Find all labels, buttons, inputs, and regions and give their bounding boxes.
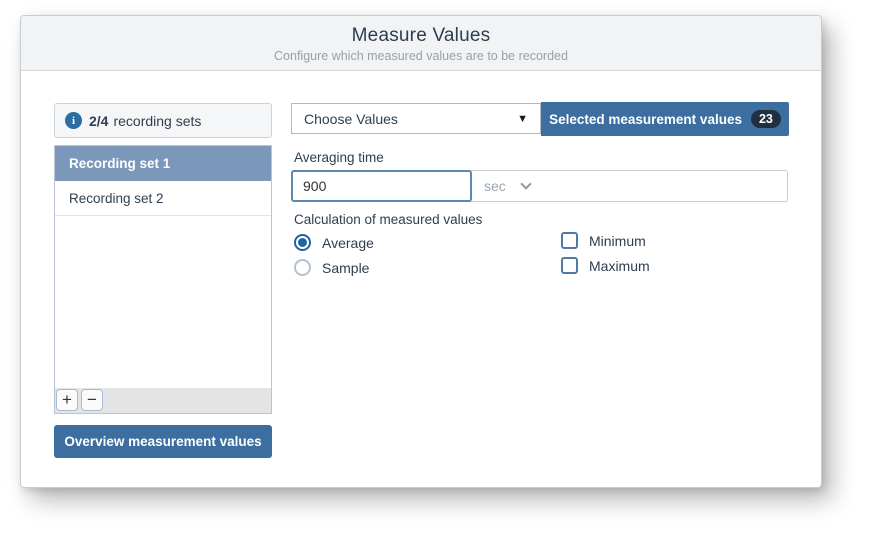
recording-sets-label: recording sets <box>113 112 202 129</box>
checkbox-minimum-label: Minimum <box>589 232 646 249</box>
list-item-recording-set-2[interactable]: Recording set 2 <box>55 181 271 216</box>
checkbox-icon <box>561 232 578 249</box>
add-recording-set-button[interactable]: + <box>56 389 78 411</box>
dialog-header: Measure Values Configure which measured … <box>21 16 821 71</box>
checkbox-maximum[interactable]: Maximum <box>561 257 650 274</box>
checkbox-icon <box>561 257 578 274</box>
remove-recording-set-button[interactable]: − <box>81 389 103 411</box>
averaging-time-input[interactable] <box>291 170 472 202</box>
radio-sample[interactable]: Sample <box>294 259 369 276</box>
dropdown-arrow-icon: ▼ <box>517 112 528 125</box>
choose-values-dropdown[interactable]: Choose Values ▼ <box>291 103 541 134</box>
recording-sets-info: i 2/4 recording sets <box>54 103 272 138</box>
radio-average[interactable]: Average <box>294 234 374 251</box>
list-toolbar: + − <box>55 388 271 413</box>
recording-set-label: Recording set 2 <box>69 190 164 206</box>
chevron-down-icon <box>520 178 532 190</box>
selected-values-label: Selected measurement values <box>549 111 742 127</box>
overview-measurement-values-button[interactable]: Overview measurement values <box>54 425 272 458</box>
radio-button-icon <box>294 234 311 251</box>
choose-values-label: Choose Values <box>304 110 398 127</box>
averaging-time-label: Averaging time <box>294 150 384 165</box>
recording-set-label: Recording set 1 <box>69 155 171 171</box>
info-icon: i <box>65 112 82 129</box>
page-title: Measure Values <box>351 25 491 46</box>
radio-average-label: Average <box>322 234 374 251</box>
list-item-recording-set-1[interactable]: Recording set 1 <box>55 146 271 181</box>
recording-set-list: Recording set 1 Recording set 2 + − <box>54 145 272 414</box>
time-unit-value: sec <box>484 178 506 194</box>
checkbox-maximum-label: Maximum <box>589 257 650 274</box>
checkbox-minimum[interactable]: Minimum <box>561 232 646 249</box>
radio-button-icon <box>294 259 311 276</box>
calculation-label: Calculation of measured values <box>294 212 483 227</box>
averaging-time-group: sec <box>291 170 788 202</box>
selected-measurement-values-button[interactable]: Selected measurement values 23 <box>541 102 789 136</box>
radio-sample-label: Sample <box>322 259 370 276</box>
page-subtitle: Configure which measured values are to b… <box>274 49 568 63</box>
selected-count-badge: 23 <box>750 110 781 128</box>
recording-sets-count: 2/4 <box>89 112 109 129</box>
time-unit-dropdown[interactable]: sec <box>484 171 532 201</box>
measure-values-dialog: Measure Values Configure which measured … <box>20 15 822 488</box>
